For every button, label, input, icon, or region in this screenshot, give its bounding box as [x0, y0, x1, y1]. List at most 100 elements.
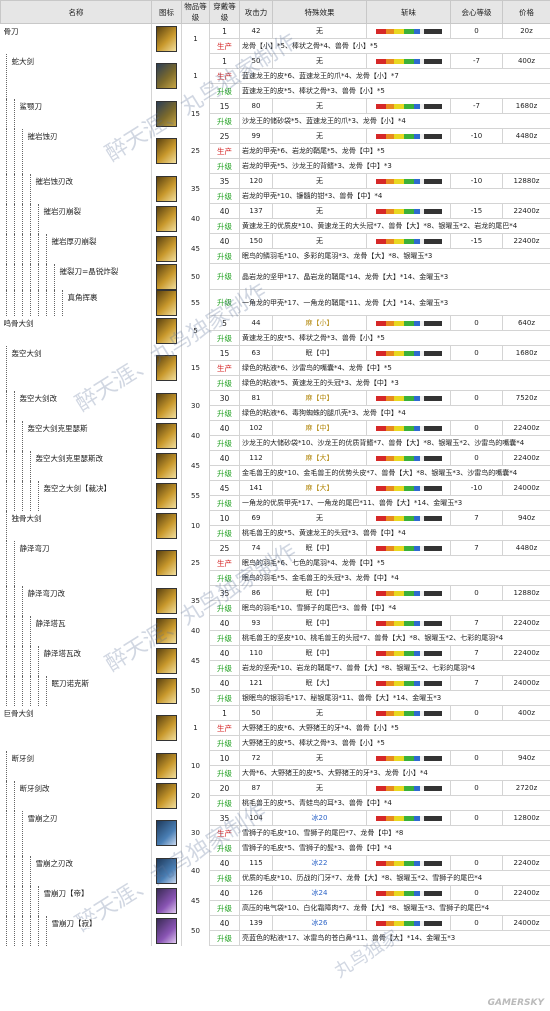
materials: 金毛兽王的皮*10、金毛兽王的优势头皮*7、兽骨【大】*8、银曜玉*3、沙雷鸟的…	[239, 465, 550, 481]
materials: 大骨*6、大野猪王的皮*5、大野猪王的牙*3、龙骨【小】*4	[239, 765, 550, 781]
sharpness-segment	[375, 620, 386, 626]
tree-line	[29, 233, 31, 264]
tree-line	[5, 173, 7, 204]
wear-level: 25	[209, 540, 240, 556]
weapon-name-cell: 摧裂刀=晶锐炸裂	[0, 263, 152, 290]
materials: 桃毛兽王的皮*5、黄速龙王的头冠*3、兽骨【中】*4	[239, 525, 550, 541]
table-row: 静泽弯刀改 35 35 86 眠【中】 0 12880z	[0, 585, 550, 616]
materials: 绿色的粘液*6、毒狗蜘蛛的腿爪壳*3、龙骨【中】*4	[239, 405, 550, 421]
sharpness-cell	[366, 855, 451, 871]
sharpness-segment	[375, 133, 386, 139]
sharpness-segment	[413, 860, 420, 866]
attack: 115	[239, 855, 273, 871]
sharpness-segment	[419, 755, 424, 761]
table-row: 轰空大剑克里瑟斯 40 40 102 麻【中】 0 22400z	[0, 420, 550, 451]
tree-line	[21, 480, 23, 511]
table-row: 眠刀诺克斯 50 40 121 眠【大】 7 24000z	[0, 675, 550, 706]
sharpness-segment	[393, 890, 404, 896]
wear-level: 升级	[209, 263, 240, 290]
price: 4480z	[502, 540, 550, 556]
weapon-icon	[156, 550, 177, 576]
sharpness-cell	[366, 540, 451, 556]
sharpness-segment	[393, 103, 404, 109]
sharpness-segment	[419, 815, 424, 821]
sharpness-segment	[375, 785, 386, 791]
weapon-name: 摧岩厚刃崩裂	[50, 236, 98, 246]
sharpness-segment	[403, 208, 414, 214]
sharpness-segment	[393, 58, 404, 64]
sharpness-segment	[403, 485, 414, 491]
weapon-icon-cell	[151, 128, 182, 174]
sharpness-segment	[393, 320, 404, 326]
tree-line	[13, 233, 15, 264]
affinity: 0	[450, 780, 503, 796]
tree-line	[21, 885, 23, 916]
tree-line	[5, 855, 7, 886]
item-level: 40	[181, 203, 210, 234]
tree-line	[21, 420, 23, 451]
price: 640z	[502, 315, 550, 331]
weapon-icon-cell	[151, 750, 182, 781]
attack: 72	[239, 750, 273, 766]
price: 12800z	[502, 810, 550, 826]
weapon-icon	[156, 235, 177, 262]
tree-line	[5, 98, 7, 129]
item-level: 40	[181, 615, 210, 646]
tree-line	[5, 780, 7, 811]
attack: 104	[239, 810, 273, 826]
table-row: 升级 岩龙的坚壳*10、岩龙的鞘尾*7、兽骨【大】*8、银曜玉*2、七彩的尾羽*4	[1, 660, 550, 676]
sharpness-segment	[419, 395, 424, 401]
tree-line	[13, 173, 15, 204]
price: 1680z	[502, 98, 550, 114]
weapon-name: 眠刀诺克斯	[50, 678, 90, 688]
weapon-name-cell: 轰空大剑改	[0, 390, 152, 421]
sharpness-segment	[375, 815, 386, 821]
sharpness-segment	[403, 350, 414, 356]
weapon-icon-cell	[151, 540, 182, 586]
sharpness-segment	[385, 208, 394, 214]
sharpness-cell	[366, 675, 451, 691]
special-effect: 无	[272, 53, 367, 69]
special-effect: 无	[272, 128, 367, 144]
sharpness-segment	[375, 425, 386, 431]
tree-line	[5, 480, 7, 511]
special-effect: 眠【中】	[272, 615, 367, 631]
table-row: 静泽弯刀 25 25 74 眠【中】 7 4480z	[0, 540, 550, 586]
price: 22400z	[502, 615, 550, 631]
sharpness-segment	[419, 350, 424, 356]
table-row: 雪崩之刃 30 35 104 冰20 0 12800z	[0, 810, 550, 856]
materials: 沙龙王的大储砂袋*10、沙龙王的优质背鳍*7、兽骨【大】*8、银曜玉*2、沙雷鸟…	[239, 435, 550, 451]
sharpness-segment	[385, 860, 394, 866]
special-effect: 无	[272, 780, 367, 796]
wear-level: 升级	[209, 188, 240, 204]
sharpness-segment	[375, 320, 386, 326]
attack: 44	[239, 315, 273, 331]
weapon-name: 雪崩之刃	[26, 813, 59, 823]
sharpness-segment	[403, 785, 414, 791]
price: 22400z	[502, 645, 550, 661]
sharpness-segment	[403, 710, 414, 716]
wear-level: 40	[209, 233, 240, 249]
sharpness-segment	[393, 650, 404, 656]
wear-level: 15	[209, 98, 240, 114]
tree-line	[29, 885, 31, 916]
tree-line	[37, 885, 39, 916]
item-level: 40	[181, 855, 210, 886]
weapon-icon-cell	[151, 53, 182, 99]
sharpness-segment	[413, 545, 420, 551]
price: 22400z	[502, 450, 550, 466]
tree-line	[13, 855, 15, 886]
weapon-name: 轰空之大剑【裁决】	[42, 483, 112, 493]
weapon-icon	[156, 887, 177, 914]
weapon-icon-cell	[151, 810, 182, 856]
wear-level: 升级	[209, 113, 240, 129]
wear-level: 升级	[209, 248, 240, 264]
sharpness-segment	[413, 28, 420, 34]
table-row: 断牙剑 10 10 72 无 0 940z	[0, 750, 550, 781]
table-row: 雪崩刀【寂】 50 40 139 冰26 0 24000z	[0, 915, 550, 946]
wear-level: 升级	[209, 600, 240, 616]
weapon-icon	[156, 857, 177, 884]
sharpness-bar	[375, 133, 442, 139]
tree-line	[29, 675, 31, 706]
sharpness-segment	[393, 350, 404, 356]
